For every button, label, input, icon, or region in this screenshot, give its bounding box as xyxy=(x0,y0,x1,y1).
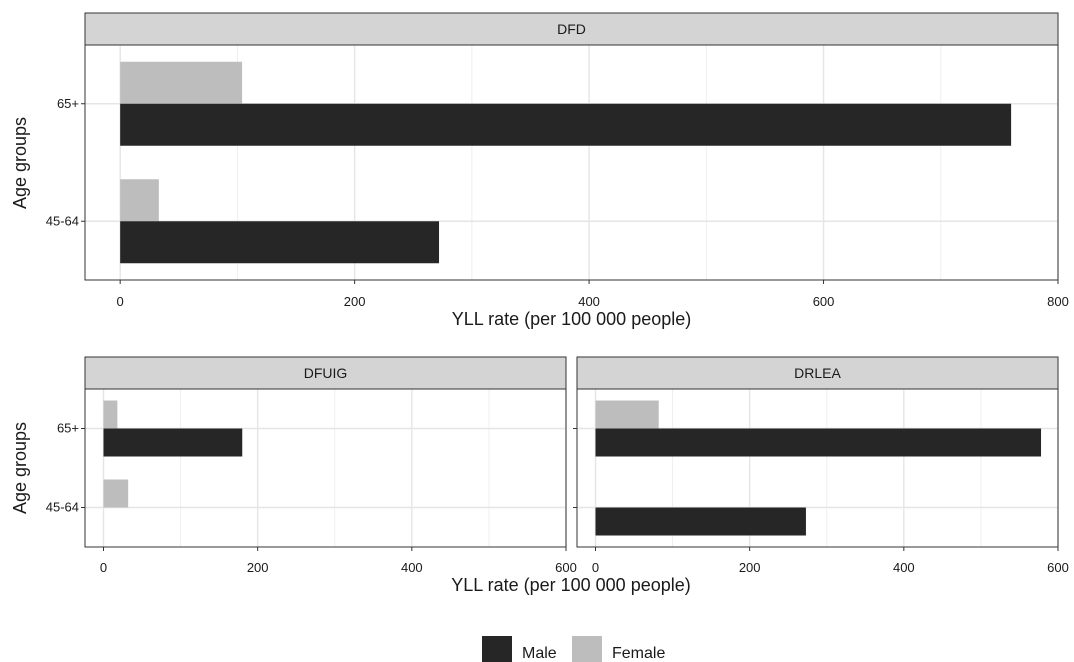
panel-dfd-ytick-label: 65+ xyxy=(57,96,79,111)
panel-dfd-xtick-label: 600 xyxy=(813,294,835,309)
panel-dfuig-xtick-label: 200 xyxy=(247,560,269,575)
legend-label-male: Male xyxy=(522,645,557,662)
panel-dfd-bar-male-45-64 xyxy=(120,221,440,264)
panel-dfd-xtick-label: 0 xyxy=(117,294,124,309)
panel-drlea-xtick-label: 600 xyxy=(1047,560,1069,575)
panel-dfuig-strip xyxy=(84,356,567,390)
panel-drlea-bar-male-65plus xyxy=(595,428,1042,457)
legend-label-female: Female xyxy=(612,645,665,662)
legend-swatch-female xyxy=(572,636,602,662)
panel-dfuig-ytick-label: 45-64 xyxy=(46,500,79,515)
panel-dfuig-bar-female-65plus xyxy=(103,400,118,429)
panel-dfuig-bar-male-65plus xyxy=(103,428,243,457)
panel-dfd-xtick-label: 800 xyxy=(1047,294,1069,309)
panel-dfuig-xtick-label: 0 xyxy=(100,560,107,575)
panel-dfuig-xtick-label: 400 xyxy=(401,560,423,575)
panel-dfuig-bar-female-45-64 xyxy=(103,479,129,508)
panel-dfd-ytick-label: 45-64 xyxy=(46,213,79,228)
panel-dfuig-y-axis-title: Age groups xyxy=(10,422,30,514)
panel-drlea-xtick-label: 400 xyxy=(893,560,915,575)
panel-drlea-xtick-label: 0 xyxy=(592,560,599,575)
panel-drlea-strip xyxy=(576,356,1059,390)
panel-dfd-bar-female-45-64 xyxy=(120,179,159,222)
panel-dfuig-x-axis-title: YLL rate (per 100 000 people) xyxy=(451,575,691,595)
panel-dfd-y-axis-title: Age groups xyxy=(10,117,30,209)
panel-dfuig-border xyxy=(84,388,567,548)
panel-dfuig-plot-bg xyxy=(85,389,566,547)
panel-dfuig-ytick-label: 65+ xyxy=(57,421,79,436)
panel-drlea-xtick-label: 200 xyxy=(739,560,761,575)
panel-dfd-strip xyxy=(84,12,1059,46)
panel-dfd-bar-female-65plus xyxy=(120,61,243,104)
panel-dfd-strip-title: DFD xyxy=(557,21,586,37)
panel-dfd-xtick-label: 200 xyxy=(344,294,366,309)
panel-drlea-strip-title: DRLEA xyxy=(794,365,841,381)
panel-drlea-bar-female-65plus xyxy=(595,400,659,429)
legend-swatch-male xyxy=(482,636,512,662)
panel-dfd-x-axis-title: YLL rate (per 100 000 people) xyxy=(452,309,692,329)
panel-drlea-bar-male-45-64 xyxy=(595,507,806,536)
panel-dfd-xtick-label: 400 xyxy=(578,294,600,309)
panel-dfd-border xyxy=(84,44,1059,281)
panel-dfd-bar-male-65plus xyxy=(120,103,1012,146)
panel-dfuig-xtick-label: 600 xyxy=(555,560,577,575)
panel-dfuig-strip-title: DFUIG xyxy=(304,365,348,381)
panel-drlea-border xyxy=(576,388,1059,548)
